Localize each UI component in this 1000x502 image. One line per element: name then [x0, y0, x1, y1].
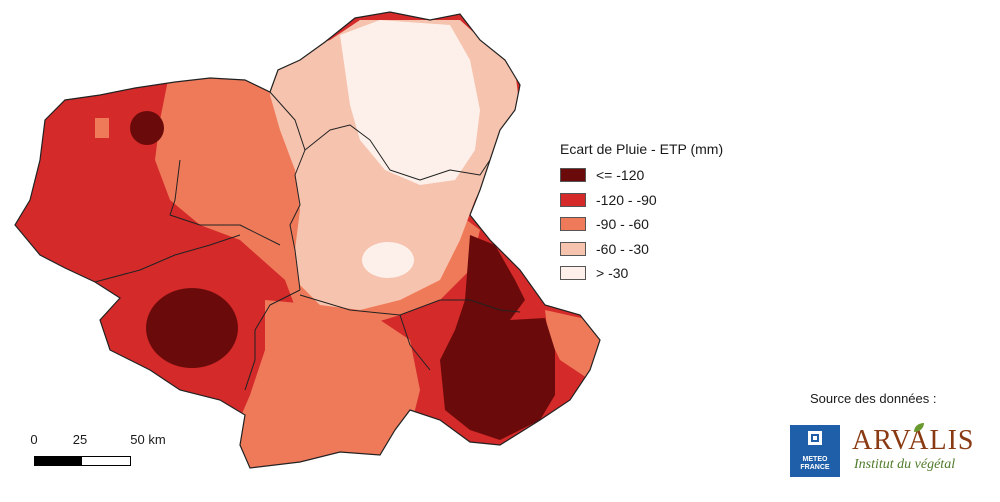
- legend-label: -60 - -30: [596, 240, 649, 257]
- zone-darkest-west: [146, 288, 238, 368]
- zone-pale-center: [362, 242, 414, 278]
- legend-label: -90 - -60: [596, 216, 649, 233]
- legend-swatch: [560, 241, 586, 256]
- scale-tick: 0: [30, 432, 38, 447]
- meteo-france-text: METEO FRANCE: [800, 456, 830, 471]
- legend-item: > -30: [560, 261, 723, 286]
- leaf-icon: [914, 423, 924, 432]
- scale-bar: 0 25 50 km: [30, 432, 230, 472]
- department-borders: [94, 91, 521, 391]
- legend-label: -120 - -90: [596, 191, 657, 208]
- meteo-france-emblem-icon: [808, 431, 822, 445]
- legend-label: > -30: [596, 265, 629, 282]
- map-legend: Ecart de Pluie - ETP (mm) <= -120 -120 -…: [560, 141, 723, 286]
- zone-pale-north: [340, 20, 480, 185]
- legend-item: -60 - -30: [560, 237, 723, 262]
- arvalis-name: ARVALIS: [852, 425, 975, 456]
- zone-darkest-east: [440, 235, 555, 440]
- zone-darkest-north: [130, 111, 164, 145]
- legend-item: -90 - -60: [560, 212, 723, 237]
- legend-title: Ecart de Pluie - ETP (mm): [560, 141, 724, 157]
- meteo-france-logo: METEO FRANCE: [790, 425, 840, 477]
- legend-item: -120 - -90: [560, 188, 723, 213]
- arvalis-subtitle: Institut du végétal: [854, 457, 956, 472]
- arvalis-logo: ARVALIS Institut du végétal: [852, 423, 992, 474]
- scale-tick: 25: [72, 432, 88, 447]
- legend-label: <= -120: [596, 167, 645, 184]
- legend-swatch: [560, 192, 586, 207]
- legend-swatch: [560, 168, 586, 183]
- scale-tick: 50 km: [130, 432, 166, 447]
- rainfall-deficit-map: [14, 11, 601, 469]
- zone-orange-spot: [95, 118, 109, 138]
- source-label: Source des données :: [810, 391, 937, 406]
- legend-item: <= -120: [560, 163, 723, 188]
- legend-swatch: [560, 266, 586, 281]
- legend-swatch: [560, 217, 586, 232]
- scale-segment-black: [34, 456, 82, 466]
- zone-orange-south: [235, 300, 420, 468]
- scale-segment-white: [81, 456, 131, 466]
